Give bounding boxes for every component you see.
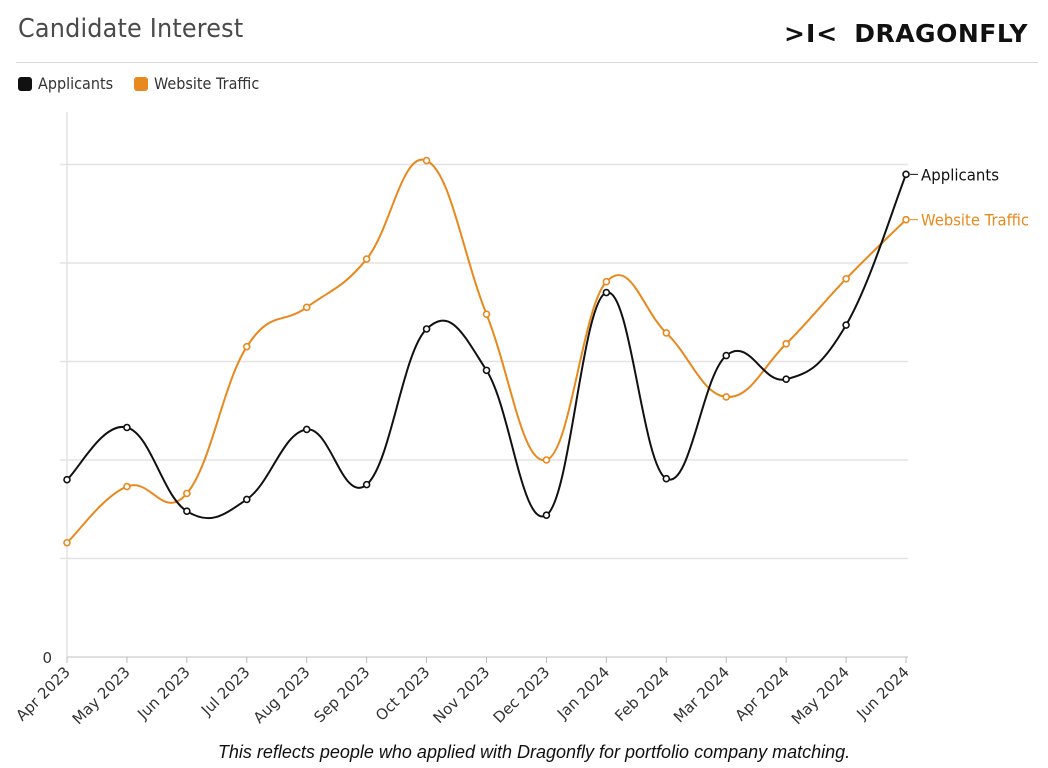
x-tick-label: Jun 2024 bbox=[852, 663, 912, 723]
data-point-website-traffic bbox=[123, 482, 131, 491]
data-point-applicants bbox=[183, 507, 191, 516]
x-tick-label: Mar 2024 bbox=[670, 663, 733, 726]
data-point-applicants bbox=[242, 495, 251, 504]
legend-swatch-website-traffic bbox=[133, 76, 148, 91]
data-point-website-traffic bbox=[662, 329, 671, 337]
data-point-website-traffic bbox=[902, 215, 910, 224]
chart-title: Candidate Interest bbox=[18, 14, 244, 44]
data-point-applicants bbox=[123, 423, 131, 432]
data-point-website-traffic bbox=[542, 456, 551, 464]
legend-swatch-applicants bbox=[18, 76, 32, 91]
data-point-website-traffic bbox=[782, 339, 790, 348]
data-point-website-traffic bbox=[722, 393, 731, 401]
x-tick-label: Apr 2024 bbox=[732, 663, 793, 724]
brand-name: DRAGONFLY bbox=[854, 18, 1028, 48]
header-divider bbox=[16, 62, 1038, 63]
x-tick-label: Jun 2023 bbox=[133, 663, 193, 723]
data-point-applicants bbox=[782, 375, 790, 384]
data-point-website-traffic bbox=[842, 274, 850, 283]
data-point-website-traffic bbox=[362, 255, 371, 263]
series-line-website-traffic bbox=[66, 158, 907, 544]
y-tick-label: 0 bbox=[42, 649, 52, 667]
data-point-applicants bbox=[722, 351, 731, 360]
x-tick-label: Oct 2023 bbox=[372, 663, 433, 724]
data-point-applicants bbox=[842, 321, 850, 329]
x-tick-label: May 2024 bbox=[788, 663, 853, 728]
data-point-website-traffic bbox=[602, 277, 611, 286]
data-point-applicants bbox=[422, 325, 431, 333]
brand-mark: >I< bbox=[784, 18, 839, 48]
legend-label-applicants: Applicants bbox=[38, 74, 114, 93]
data-point-website-traffic bbox=[302, 303, 311, 312]
chart-legend: Applicants Website Traffic bbox=[18, 74, 282, 93]
x-tick-label: Feb 2024 bbox=[611, 663, 673, 725]
end-label-website-traffic: Website Traffic bbox=[921, 211, 1029, 230]
data-point-applicants bbox=[662, 474, 671, 483]
end-label-applicants: Applicants bbox=[921, 165, 999, 184]
data-point-website-traffic bbox=[242, 342, 251, 351]
data-point-website-traffic bbox=[183, 489, 191, 498]
series-line-applicants bbox=[66, 173, 907, 520]
data-point-applicants bbox=[542, 511, 551, 519]
x-tick-label: Jul 2023 bbox=[197, 663, 254, 720]
x-tick-label: Aug 2023 bbox=[250, 663, 314, 727]
chart-caption: This reflects people who applied with Dr… bbox=[217, 742, 851, 762]
data-point-applicants bbox=[302, 425, 311, 434]
data-point-applicants bbox=[63, 475, 71, 484]
x-tick-label: Sep 2023 bbox=[310, 663, 373, 726]
legend-item-applicants[interactable]: Applicants bbox=[18, 74, 122, 93]
legend-label-website-traffic: Website Traffic bbox=[153, 74, 259, 93]
x-tick-label: May 2023 bbox=[69, 663, 134, 728]
data-point-website-traffic bbox=[63, 538, 71, 547]
x-tick-label: Apr 2023 bbox=[12, 663, 73, 724]
x-tick-label: Nov 2023 bbox=[430, 663, 494, 727]
data-point-applicants bbox=[482, 366, 491, 375]
legend-item-website-traffic[interactable]: Website Traffic bbox=[133, 74, 271, 93]
dragonfly-logo: >I< DRAGONFLY bbox=[784, 16, 1028, 50]
x-tick-label: Jan 2024 bbox=[553, 663, 613, 723]
x-tick-label: Dec 2023 bbox=[490, 663, 554, 727]
data-point-applicants bbox=[902, 170, 910, 179]
data-point-website-traffic bbox=[422, 156, 431, 165]
data-point-applicants bbox=[362, 480, 371, 489]
data-point-applicants bbox=[602, 288, 611, 297]
data-point-website-traffic bbox=[482, 310, 491, 319]
